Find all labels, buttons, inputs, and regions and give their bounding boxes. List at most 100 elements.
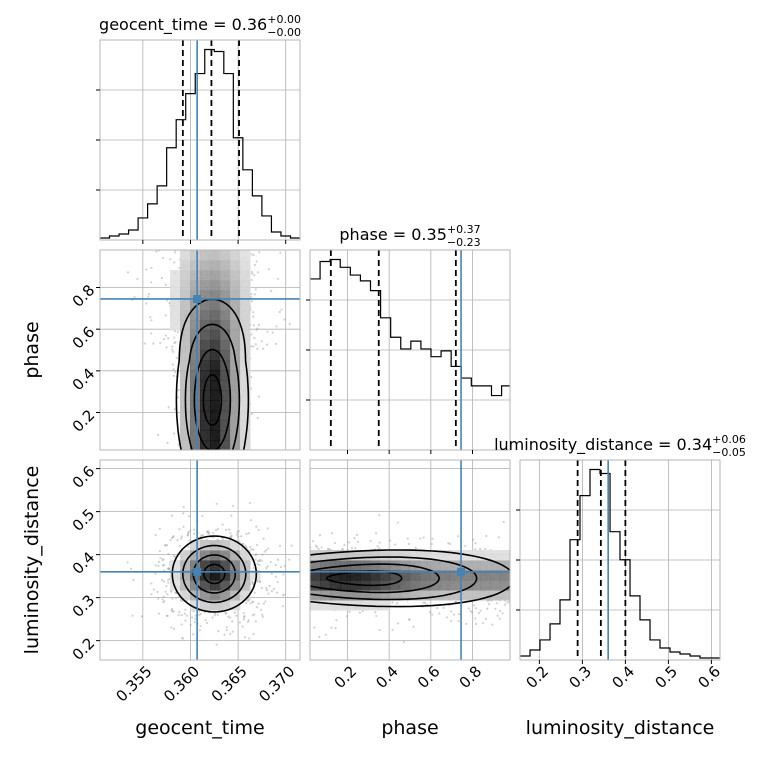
scatter-point [205, 621, 209, 625]
density-cell [190, 320, 201, 331]
panel-frame [309, 459, 511, 661]
histogram-phase [310, 258, 510, 397]
scatter-point [447, 542, 450, 545]
scatter-point [457, 612, 461, 616]
scatter-point [150, 281, 153, 284]
density-cell [330, 590, 341, 601]
density-cell [200, 320, 211, 331]
scatter-point [395, 602, 399, 605]
scatter-point [330, 532, 334, 535]
scatter-point [147, 295, 150, 298]
scatter-point [228, 616, 232, 619]
scatter-point [408, 618, 411, 621]
density-cell [180, 250, 191, 261]
density-cell [240, 280, 251, 291]
scatter-point [250, 278, 253, 282]
scatter-point [159, 557, 162, 560]
density-cell [180, 420, 191, 431]
scatter-point [167, 552, 170, 556]
scatter-point [180, 537, 183, 540]
density-cell [200, 310, 211, 321]
scatter-point [199, 624, 202, 628]
scatter-point [265, 586, 268, 590]
scatter-point [494, 607, 497, 610]
scatter-point [276, 558, 280, 561]
scatter-point [347, 541, 350, 544]
density-cell [200, 430, 211, 441]
scatter-point [282, 573, 285, 576]
density-cell [500, 590, 510, 601]
scatter-point [274, 575, 277, 578]
density-cell [180, 440, 191, 450]
scatter-point [313, 626, 316, 629]
scatter-point [242, 618, 245, 621]
scatter-point [275, 591, 279, 594]
density-cell [310, 580, 321, 591]
scatter-point [207, 530, 210, 533]
scatter-point [378, 541, 381, 544]
scatter-point [249, 602, 252, 605]
density-cell [220, 380, 231, 391]
scatter-point [311, 520, 313, 522]
x-tick-label: 0.2 [522, 662, 552, 692]
scatter-point [469, 609, 472, 613]
scatter-point [269, 560, 272, 564]
density-cell [200, 250, 211, 261]
scatter-point [254, 554, 257, 557]
scatter-point [164, 283, 167, 287]
scatter-point [207, 531, 211, 534]
scatter-point [252, 253, 255, 257]
scatter-point [374, 532, 378, 535]
density-cell [420, 560, 431, 571]
scatter-point [472, 538, 475, 541]
scatter-point [229, 535, 232, 539]
density-cell [170, 280, 181, 291]
density-cell [310, 600, 321, 611]
scatter-point [187, 530, 190, 534]
scatter-point [231, 504, 235, 507]
density-cell [370, 550, 381, 561]
x-tick-label: 0.6 [695, 662, 725, 692]
scatter-point [428, 611, 432, 614]
scatter-point [237, 530, 240, 533]
density-cell [230, 300, 241, 311]
scatter-point [253, 337, 256, 340]
scatter-point [157, 597, 160, 600]
scatter-point [262, 347, 265, 350]
density-cell [460, 580, 471, 591]
density-cell [340, 590, 351, 601]
density-cell [470, 560, 481, 571]
scatter-point [242, 616, 245, 619]
scatter-point [498, 617, 501, 620]
density-cell [230, 550, 241, 561]
scatter-point [145, 268, 148, 271]
density-cell [390, 550, 401, 561]
scatter-point [156, 590, 159, 594]
density-cell [210, 350, 221, 361]
scatter-point [191, 616, 194, 619]
scatter-point [170, 590, 173, 593]
scatter-point [473, 604, 476, 607]
density-cell [210, 390, 221, 401]
density-cell [430, 580, 441, 591]
density-cell [170, 580, 181, 591]
scatter-point [486, 607, 489, 610]
density-cell [460, 560, 471, 571]
density-cell [190, 600, 201, 611]
density-cell [230, 360, 241, 371]
density-cell [200, 420, 211, 431]
scatter-point [281, 594, 284, 597]
scatter-point [499, 609, 502, 612]
scatter-point [231, 630, 234, 633]
density-cell [190, 430, 201, 441]
y-tick-label: 0.2 [69, 406, 99, 436]
density-cell [200, 540, 211, 551]
scatter-point [170, 536, 174, 540]
scatter-point [157, 564, 160, 567]
scatter-point [140, 615, 143, 618]
density-cell [320, 570, 331, 581]
density-cell [190, 590, 201, 601]
scatter-point [237, 535, 240, 538]
density-cell [200, 330, 211, 341]
scatter-point [255, 553, 258, 556]
